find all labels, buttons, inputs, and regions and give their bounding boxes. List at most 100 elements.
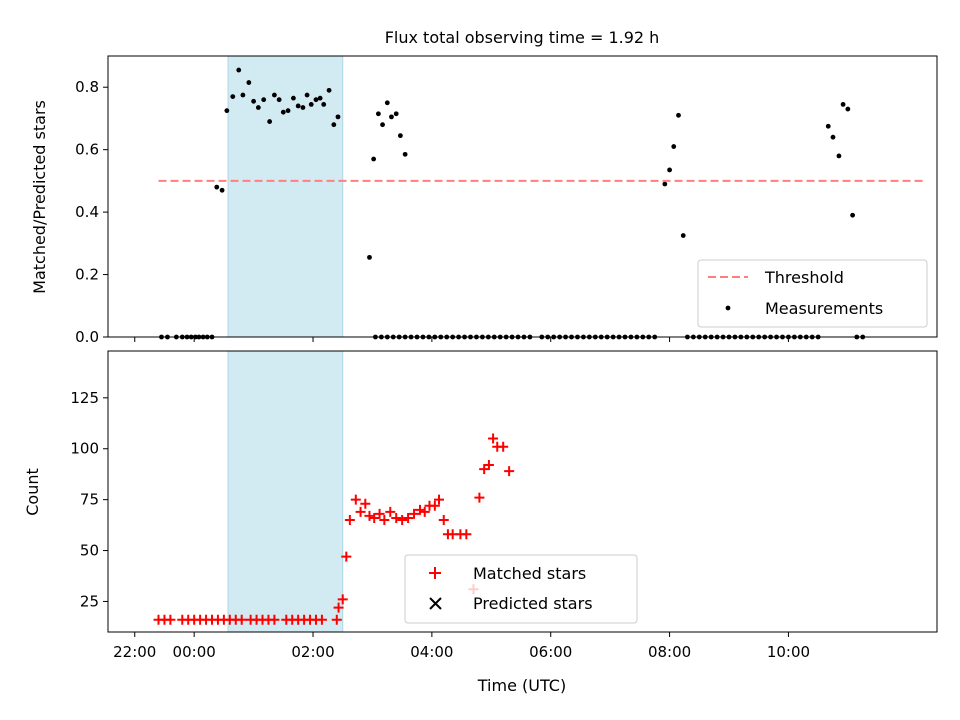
top-y-axis-label: Matched/Predicted stars: [30, 100, 49, 294]
matched-star-point-31: [350, 494, 361, 505]
top-y-tick-label-4: 0.8: [75, 78, 99, 96]
measurement-point-19: [255, 105, 261, 110]
x-tick-label-0: 22:00: [113, 643, 156, 661]
measurement-point-40: [380, 122, 385, 128]
top-y-tick-label-3: 0.6: [75, 141, 99, 159]
matched-star-point-25: [316, 614, 327, 625]
x-axis: 22:00 00:00 02:00 04:00 06:00 08:00 10:00: [113, 632, 810, 661]
measurement-point-14: [230, 94, 236, 99]
matched-star-point-57: [488, 433, 499, 444]
measurement-point-93: [662, 181, 668, 187]
measurement-point-38: [371, 156, 377, 162]
matched-star-point-38: [385, 506, 396, 517]
top-shaded-span: [227, 55, 344, 338]
top-panel: 0.00.20.40.60.8 Matched/Predicted stars …: [30, 55, 938, 346]
measurement-point-94: [667, 167, 672, 173]
matched-star-point-33: [360, 498, 371, 509]
measurement-point-18: [251, 98, 256, 104]
legend-matched-label: Matched stars: [473, 564, 586, 583]
legend-predicted-swatch: [429, 597, 442, 610]
legend-predicted-label: Predicted stars: [473, 594, 593, 613]
x-tick-label-4: 06:00: [529, 643, 572, 661]
measurement-point-24: [280, 109, 286, 115]
matched-star-point-41: [403, 512, 414, 523]
matched-star-point-18: [269, 614, 280, 625]
measurement-point-31: [313, 97, 319, 103]
bottom-y-tick-label-3: 100: [70, 440, 99, 458]
bottom-axes-frame: [107, 350, 938, 633]
bottom-legend: Matched stars Predicted stars: [404, 554, 638, 624]
matched-star-point-42: [409, 508, 420, 519]
measurement-point-42: [389, 114, 394, 120]
measurement-point-45: [402, 151, 408, 157]
matched-star-point-56: [483, 460, 494, 471]
measurement-point-15: [236, 67, 242, 73]
matched-star-point-43: [414, 504, 425, 515]
bottom-y-tick-label-1: 50: [80, 542, 99, 560]
measurement-point-33: [321, 101, 327, 107]
x-axis-label: Time (UTC): [477, 676, 566, 695]
measurement-point-26: [291, 95, 296, 101]
measurement-point-95: [671, 144, 677, 149]
measurement-point-39: [375, 111, 381, 117]
measurement-point-36: [335, 114, 341, 120]
matched-star-point-44: [419, 506, 430, 517]
matched-star-point-13: [236, 614, 247, 625]
matched-star-point-59: [498, 441, 509, 452]
matched-star-point-36: [374, 508, 385, 519]
bottom-data-layer: [153, 433, 515, 625]
matched-star-point-40: [397, 515, 408, 526]
measurement-point-35: [331, 122, 337, 128]
matched-star-point-48: [438, 515, 449, 526]
matched-star-point-28: [337, 594, 348, 605]
measurement-point-22: [271, 92, 277, 98]
legend-measurements-label: Measurements: [765, 299, 883, 318]
measurement-point-122: [830, 134, 836, 140]
legend-measurements-swatch: [725, 305, 731, 311]
x-tick-label-3: 04:00: [410, 643, 453, 661]
matched-star-point-2: [165, 614, 176, 625]
matched-star-point-47: [434, 494, 445, 505]
matched-star-point-46: [429, 500, 440, 511]
bottom-legend-frame: [404, 554, 638, 624]
matched-star-point-39: [391, 512, 402, 523]
bottom-y-tick-label-0: 25: [80, 592, 99, 610]
top-y-tick-label-0: 0.0: [75, 328, 99, 346]
measurement-point-12: [219, 187, 225, 193]
matched-star-point-35: [369, 512, 380, 523]
top-y-tick-label-2: 0.4: [75, 203, 99, 221]
bottom-y-axis: 25 50 75 100 125: [70, 389, 108, 610]
measurement-point-27: [295, 103, 301, 109]
top-legend: Threshold Measurements: [697, 259, 928, 328]
top-x-ticks: [134, 337, 789, 342]
measurement-point-124: [840, 101, 846, 107]
measurement-point-37: [367, 254, 372, 260]
top-legend-frame: [697, 259, 928, 328]
matched-star-point-34: [364, 510, 375, 521]
matched-star-point-52: [461, 529, 472, 540]
top-axes-frame: [107, 55, 938, 338]
x-tick-label-1: 00:00: [173, 643, 216, 661]
measurement-point-121: [825, 123, 831, 129]
legend-threshold-label: Threshold: [764, 268, 844, 287]
measurement-point-125: [845, 106, 851, 112]
measurement-point-34: [326, 87, 332, 93]
legend-matched-swatch: [429, 567, 441, 579]
bottom-y-axis-label: Count: [23, 468, 42, 516]
x-tick-label-2: 02:00: [291, 643, 334, 661]
measurement-point-97: [680, 233, 686, 238]
measurement-point-44: [397, 133, 403, 139]
measurement-point-16: [240, 92, 246, 98]
x-tick-label-6: 10:00: [767, 643, 810, 661]
measurement-point-30: [308, 101, 314, 107]
measurement-point-25: [285, 108, 291, 114]
measurement-point-23: [276, 97, 282, 103]
matched-star-point-37: [379, 515, 390, 526]
matched-star-point-30: [344, 515, 355, 526]
measurement-point-96: [676, 112, 681, 118]
measurement-point-11: [214, 184, 220, 190]
chart-title: Flux total observing time = 1.92 h: [385, 28, 660, 47]
matched-star-point-29: [341, 551, 352, 562]
measurement-point-17: [246, 80, 252, 85]
